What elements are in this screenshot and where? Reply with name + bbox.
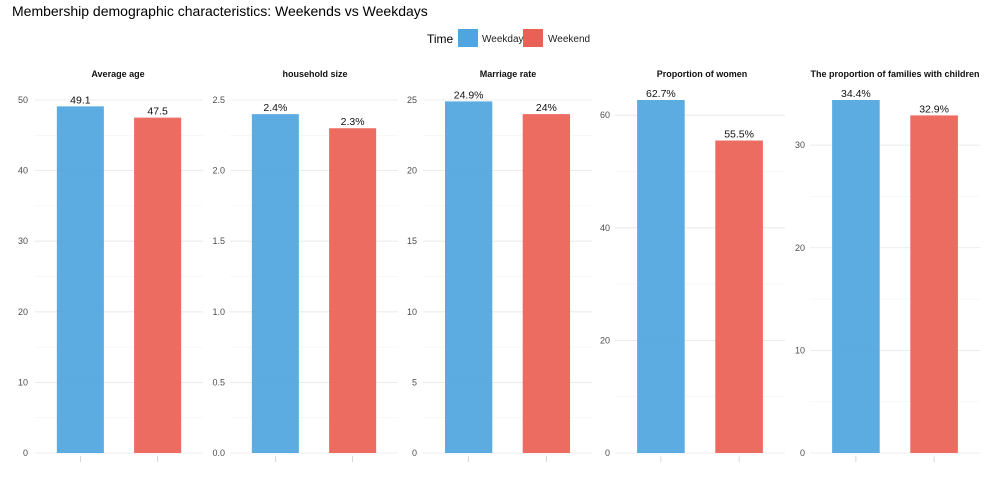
data-label: 55.5% [724,129,754,141]
panel-title: Average age [91,69,144,79]
y-tick-label: 40 [600,223,610,233]
y-tick-label: 2.0 [212,166,225,176]
y-tick-label: 20 [407,166,417,176]
legend-swatch-weekday [458,29,478,47]
y-tick-label: 0.0 [212,448,225,458]
panel-title: Proportion of women [657,69,748,79]
y-tick-label: 10 [795,345,805,355]
y-tick-label: 30 [795,140,805,150]
y-tick-label: 15 [407,236,417,246]
bar-weekend [522,114,571,454]
y-tick-label: 40 [18,166,28,176]
data-label: 2.4% [263,102,287,114]
y-tick-label: 0 [605,448,610,458]
data-label: 32.9% [919,103,949,115]
y-tick-label: 1.5 [212,236,225,246]
y-tick-label: 0 [800,448,805,458]
facet-panel-1: 0 10 20 30 40 50 Average age 49.1 47.5 [18,69,203,462]
bar-weekday [56,106,104,453]
data-label: 62.7% [646,88,676,100]
data-label: 49.1 [70,94,91,106]
y-tick-label: 20 [600,335,610,345]
y-tick-label: 0 [23,448,28,458]
bar-weekday [832,100,880,453]
panel-title: Marriage rate [480,69,537,79]
panel-title: The proportion of families with children [810,69,979,79]
chart-title: Membership demographic characteristics: … [12,3,428,19]
y-tick-label: 20 [795,243,805,253]
bar-weekend [134,117,182,454]
facet-panel-4: 0 20 40 60 Proportion of women 62.7% 55.5% [600,69,785,462]
y-tick-label: 50 [18,95,28,105]
facet-panel-2: 0.0 0.5 1.0 1.5 2.0 2.5 household size 2.4% 2.3% [212,69,398,462]
y-tick-label: 20 [18,307,28,317]
bar-weekend [910,115,958,453]
y-tick-label: 10 [18,377,28,387]
y-tick-label: 30 [18,236,28,246]
bar-weekend [329,128,377,454]
legend: Time Weekday Weekend [427,29,590,47]
facet-panel-3: 0 5 10 15 20 25 Marriage rate 24.9% 24% [407,69,592,462]
bar-weekday [637,100,685,453]
data-label: 24.9% [454,89,484,101]
legend-label-weekend: Weekend [548,34,590,45]
y-tick-label: 2.5 [212,95,225,105]
data-label: 47.5 [147,106,168,118]
facet-panel-5: 0 10 20 30 The proportion of families with c… [795,69,980,462]
bar-weekend [715,140,763,453]
y-tick-label: 0 [412,448,417,458]
data-label: 2.3% [341,116,365,128]
y-tick-label: 5 [412,377,417,387]
y-tick-label: 10 [407,307,417,317]
bar-weekday [444,101,493,454]
y-tick-label: 25 [407,95,417,105]
legend-title: Time [427,32,454,46]
y-tick-label: 60 [600,110,610,120]
legend-swatch-weekend [523,29,543,47]
data-label: 24% [536,102,557,114]
legend-label-weekday: Weekday [482,34,524,45]
bar-weekday [251,114,299,454]
y-tick-label: 0.5 [212,377,225,387]
panel-title: household size [282,69,347,79]
y-tick-label: 1.0 [212,307,225,317]
data-label: 34.4% [841,88,871,100]
